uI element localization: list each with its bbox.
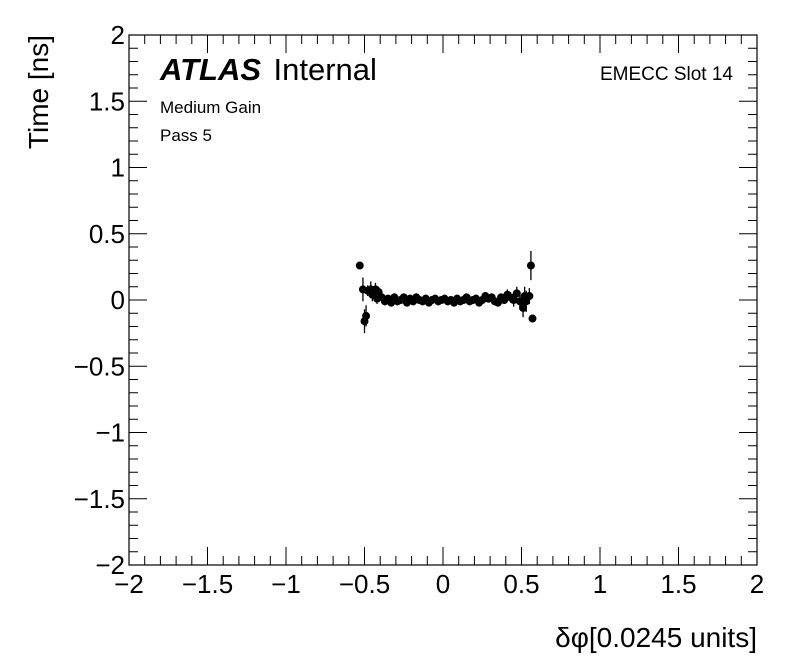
x-tick-label: 2 bbox=[750, 569, 764, 599]
data-points bbox=[355, 261, 537, 326]
y-tick-label: 1 bbox=[111, 153, 125, 183]
data-point bbox=[355, 261, 364, 270]
y-axis-label: Time [ns] bbox=[23, 35, 54, 149]
data-point bbox=[519, 303, 528, 312]
x-tick-label: 0 bbox=[436, 569, 450, 599]
data-point bbox=[528, 314, 537, 323]
y-tick-labels: 2 1.5 1 0.5 0 −0.5 −1 −1.5 −2 bbox=[74, 20, 125, 580]
atlas-status-label: Internal bbox=[273, 52, 376, 87]
pass-label: Pass 5 bbox=[160, 126, 212, 145]
x-axis-label: δφ[0.0245 units] bbox=[555, 622, 757, 653]
x-tick-label: 0.5 bbox=[503, 569, 539, 599]
axis-ticks bbox=[128, 34, 758, 566]
y-tick-label: 1.5 bbox=[89, 86, 125, 116]
atlas-bold-label: ATLAS bbox=[159, 52, 261, 87]
slot-label: EMECC Slot 14 bbox=[600, 64, 733, 85]
y-tick-label: 0.5 bbox=[89, 219, 125, 249]
data-point bbox=[512, 289, 521, 298]
data-point bbox=[526, 261, 535, 270]
y-tick-label: −1 bbox=[95, 418, 125, 448]
x-tick-label: −0.5 bbox=[339, 569, 390, 599]
data-point bbox=[525, 292, 534, 301]
x-tick-label: −1 bbox=[271, 569, 301, 599]
data-point bbox=[509, 296, 518, 304]
x-tick-label: 1 bbox=[593, 569, 607, 599]
atlas-label: ATLAS Internal bbox=[159, 52, 377, 87]
x-tick-labels: −2 −1.5 −1 −0.5 0 0.5 1 1.5 2 bbox=[114, 569, 764, 599]
y-tick-label: 2 bbox=[111, 20, 125, 50]
gain-label: Medium Gain bbox=[160, 98, 261, 117]
y-tick-label: 0 bbox=[111, 285, 125, 315]
x-tick-label: 1.5 bbox=[660, 569, 696, 599]
y-tick-label: −2 bbox=[95, 550, 125, 580]
data-point bbox=[362, 311, 371, 320]
y-tick-label: −1.5 bbox=[74, 484, 125, 514]
y-tick-label: −0.5 bbox=[74, 351, 125, 381]
x-tick-label: −2 bbox=[114, 569, 144, 599]
x-tick-label: −1.5 bbox=[182, 569, 233, 599]
data-point bbox=[515, 297, 524, 306]
